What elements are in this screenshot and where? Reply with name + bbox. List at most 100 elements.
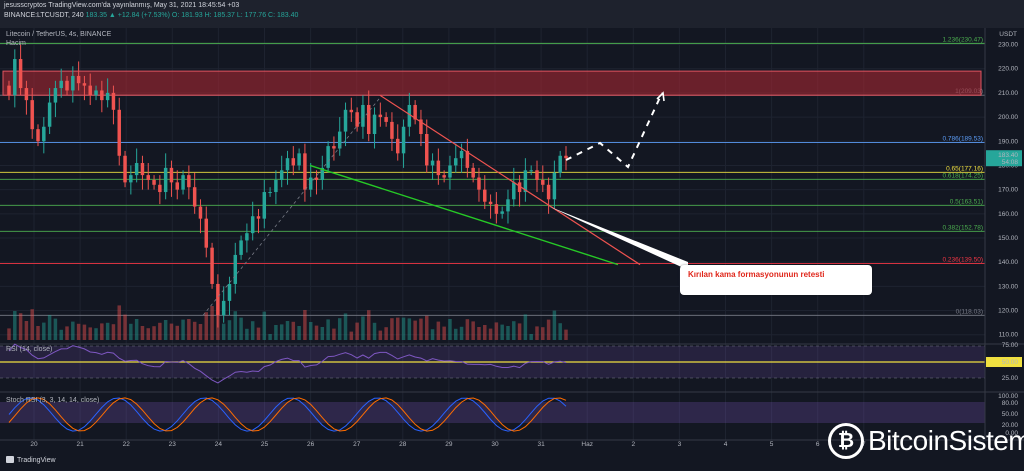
candle-body: [76, 75, 81, 84]
x-tick-label: 21: [76, 441, 84, 448]
bitcoin-coin-icon: ₿: [828, 423, 864, 459]
volume-bar: [372, 322, 377, 340]
volume-bar: [332, 328, 336, 340]
x-tick-label: Haz: [581, 441, 593, 448]
rsi-value: 50.00: [1002, 359, 1019, 366]
candle-body: [210, 247, 214, 284]
candle-body: [279, 170, 284, 180]
indicator-panels: [0, 343, 1024, 441]
volume-bar: [326, 319, 330, 340]
volume-bar: [134, 319, 139, 340]
x-tick-label: 26: [307, 441, 315, 448]
candle-body: [187, 175, 191, 188]
volume-bar: [419, 318, 423, 340]
x-tick-label: 28: [399, 441, 407, 448]
candle-body: [506, 199, 510, 212]
callout-pointer: [548, 206, 688, 270]
projection-path: [565, 92, 663, 169]
volume-legend: Hacim: [6, 40, 26, 47]
candle-body: [239, 240, 243, 255]
ohlc-values: 183.35 ▲ +12.84 (+7.53%) O: 181.93 H: 18…: [85, 12, 299, 19]
volume-bar: [355, 322, 359, 340]
volume-bar: [337, 318, 342, 340]
volume-bar: [181, 319, 185, 340]
candle-body: [134, 163, 139, 176]
x-tick-label: 2: [631, 441, 635, 448]
price-tick-label: 130.00: [998, 283, 1018, 290]
candle-body: [332, 146, 336, 149]
candle-body: [140, 163, 145, 176]
last-price-box: [986, 150, 1022, 167]
x-tick-label: 5: [770, 441, 774, 448]
x-tick-label: 31: [537, 441, 545, 448]
volume-bar: [564, 329, 568, 340]
candle-body: [24, 88, 29, 101]
stoch-tick: 50.00: [1002, 411, 1019, 418]
candle-body: [198, 206, 203, 219]
volume-bar: [18, 313, 23, 340]
volume-bar: [459, 326, 464, 340]
candle-body: [36, 129, 40, 142]
price-tick-label: 170.00: [998, 187, 1018, 194]
candle-body: [430, 160, 435, 166]
volume-bar: [65, 326, 69, 340]
volume-bar: [343, 313, 348, 340]
volume-bar: [117, 305, 121, 340]
volume-bar: [320, 327, 325, 340]
fib-label: 0.786(189.53): [943, 135, 983, 142]
x-tick-label: 27: [353, 441, 361, 448]
x-tick-label: 22: [123, 441, 131, 448]
candle-body: [459, 150, 464, 159]
candle-body: [529, 170, 533, 172]
candle-body: [378, 114, 383, 118]
x-tick-label: 29: [445, 441, 453, 448]
volume-bar: [488, 328, 493, 340]
volume-bar: [425, 315, 429, 340]
candle-body: [111, 92, 116, 110]
candle-body: [285, 158, 290, 171]
candle-body: [320, 167, 325, 180]
rsi-line: [8, 343, 567, 384]
rsi-tick: 75.00: [1002, 342, 1019, 349]
volume-bar: [506, 326, 510, 340]
x-tick-label: 25: [261, 441, 269, 448]
candle-body: [233, 254, 238, 284]
stoch-k-line: [8, 397, 567, 432]
candle-body: [158, 184, 162, 193]
resistance-zone: [2, 70, 982, 96]
candle-body: [59, 80, 63, 89]
candle-body: [314, 177, 319, 180]
candle-body: [268, 192, 272, 194]
last-price-label: 183.40: [998, 152, 1018, 159]
candle-body: [245, 233, 249, 241]
candle-body: [65, 80, 69, 91]
volume-bar: [187, 319, 191, 340]
stoch-band: [0, 402, 985, 423]
volume-bar: [129, 323, 133, 340]
candle-body: [552, 172, 557, 200]
volume-bar: [279, 324, 284, 340]
trend-drawings: [202, 91, 688, 316]
fib-label: 0.382(152.78): [943, 224, 983, 231]
candle-body: [517, 182, 522, 193]
volume-bar: [366, 310, 371, 340]
volume-bar: [465, 319, 470, 340]
volume-bar: [192, 321, 197, 340]
volume-bar: [140, 326, 145, 340]
volume-bar: [210, 306, 214, 340]
candle-body: [564, 155, 568, 159]
volume-bar: [291, 321, 296, 340]
fib-label: 0.236(139.50): [943, 256, 983, 263]
volume-bar: [250, 321, 255, 340]
stoch-tick: 100.00: [998, 393, 1018, 400]
volume-bar: [204, 312, 209, 340]
volume-bar: [448, 319, 452, 340]
volume-bar: [158, 322, 162, 340]
stoch-tick: 20.00: [1002, 422, 1019, 429]
candle-body: [100, 90, 104, 101]
volume-bar: [82, 324, 87, 340]
candle-body: [192, 187, 197, 207]
candle-body: [349, 109, 354, 113]
price-tick-label: 150.00: [998, 235, 1018, 242]
